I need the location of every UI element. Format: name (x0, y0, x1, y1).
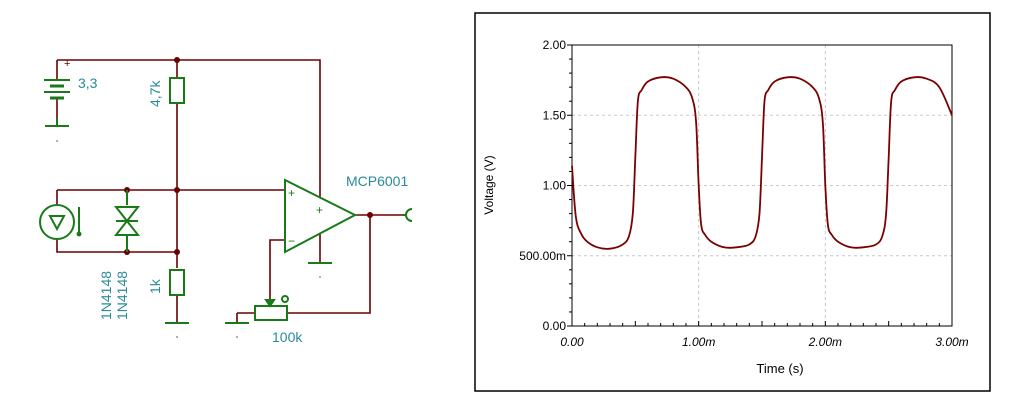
diode-pair-icon (113, 190, 141, 252)
opamp-label: MCP6001 (346, 173, 408, 189)
feedback-wire (287, 215, 371, 314)
top-rail-wire (57, 59, 321, 197)
x-tick-label: 3.00m (935, 335, 968, 349)
pot-ground-wire (236, 312, 255, 322)
minus-input-wire (269, 239, 285, 300)
y-tick-label: 1.00 (543, 179, 567, 193)
circuit-schematic: + 3,3 4,7k 1k 1N4148 1N4148 + − + M (39, 57, 413, 345)
chart-ylabel: Voltage (V) (482, 155, 496, 214)
signal-source-icon (39, 204, 82, 240)
junction-dot (174, 187, 180, 193)
resistor-bottom-label: 1k (147, 278, 163, 294)
chart-frame (474, 12, 991, 392)
junction-dot (174, 249, 180, 255)
battery-plus-sign: + (64, 58, 70, 70)
junction-dot (367, 212, 373, 218)
y-tick-label: 0.00 (543, 319, 567, 333)
y-tick-label: 500.00m (519, 249, 566, 263)
battery-label: 3,3 (78, 75, 98, 91)
battery-icon (44, 79, 70, 100)
voltage-series-line (571, 76, 953, 250)
junction-dot (174, 57, 180, 63)
chart-ticks: 0.00 500.00m 1.00 1.50 2.00 0.00 1.00m 2.00m 3.0… (519, 38, 968, 349)
chart-xlabel: Time (s) (756, 361, 803, 376)
opamp-plus-input-sign: + (288, 186, 295, 200)
resistor-bottom-icon (169, 269, 185, 296)
resistor-top-icon (169, 77, 185, 104)
source-wire (56, 190, 177, 253)
chart-series (571, 76, 953, 250)
diode2-label: 1N4148 (114, 271, 130, 320)
x-tick-label: 1.00m (682, 335, 715, 349)
diode1-label: 1N4148 (98, 271, 114, 320)
x-tick-label: 2.00m (808, 335, 842, 349)
y-tick-label: 1.50 (543, 108, 567, 122)
y-tick-label: 2.00 (543, 38, 567, 52)
potentiometer-icon (254, 295, 289, 321)
ground-icon (45, 118, 69, 127)
opamp-minus-input-sign: − (288, 234, 295, 248)
potentiometer-label: 100k (272, 329, 303, 345)
opamp-icon (284, 178, 358, 254)
x-tick-label: 0.00 (560, 335, 584, 349)
opamp-supply-sign: + (316, 203, 323, 217)
resistor-top-label: 4,7k (147, 80, 163, 107)
